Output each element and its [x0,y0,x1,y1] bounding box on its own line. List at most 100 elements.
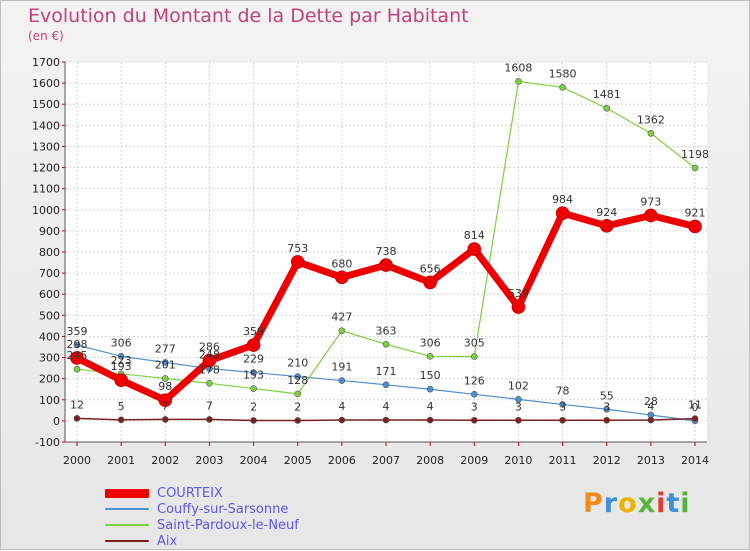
data-point-aix [294,417,302,424]
data-point-saint-pardoux-le-neuf [250,385,257,392]
data-label-saint-pardoux-le-neuf: 201 [155,358,176,371]
data-point-aix [515,416,522,424]
data-label-courteix: 680 [331,257,352,270]
y-tick-label: 1500 [32,98,60,111]
data-label-saint-pardoux-le-neuf: 153 [243,369,264,382]
data-label-courteix: 193 [111,360,132,373]
y-tick-label: 1000 [32,204,60,217]
x-tick-label: 2002 [151,454,179,467]
data-point-couffy-sur-sarsonne [382,381,390,389]
data-point-aix [426,416,434,424]
chart-title: Evolution du Montant de la Dette par Hab… [28,5,469,27]
logo-letter: t [666,488,681,519]
y-tick-label: 1200 [32,162,60,175]
data-label-couffy-sur-sarsonne: 171 [376,365,397,378]
data-point-aix [250,417,257,424]
y-tick-label: 1400 [32,119,60,132]
data-label-saint-pardoux-le-neuf: 245 [67,349,88,362]
proxiti-logo: Proxiti [583,488,691,519]
data-point-couffy-sur-sarsonne [250,369,257,376]
data-label-aix: 3 [515,400,522,413]
data-label-couffy-sur-sarsonne: 102 [508,379,529,392]
data-point-aix [117,416,125,424]
data-label-couffy-sur-sarsonne: 78 [556,384,570,397]
x-tick-label: 2003 [195,454,223,467]
x-tick-label: 2013 [637,454,665,467]
x-tick-label: 2004 [240,454,268,467]
data-point-courteix [644,208,658,223]
legend-item-aix: Aix [105,533,299,549]
data-label-courteix: 924 [596,206,617,219]
data-label-courteix: 286 [199,341,220,354]
data-label-aix: 2 [294,400,301,413]
y-tick-label: 700 [39,267,60,280]
data-label-couffy-sur-sarsonne: 150 [420,369,441,382]
x-tick-label: 2011 [549,454,577,467]
y-tick-label: 0 [53,415,60,428]
data-point-couffy-sur-sarsonne [117,352,125,360]
data-point-saint-pardoux-le-neuf [73,365,81,373]
data-label-courteix: 738 [376,245,397,258]
data-label-aix: 2 [250,400,257,413]
y-tick-label: 100 [39,394,60,407]
data-label-couffy-sur-sarsonne: 248 [199,349,220,362]
data-label-courteix: 984 [552,193,573,206]
data-label-aix: 3 [559,400,566,413]
data-point-couffy-sur-sarsonne [515,396,522,403]
data-label-saint-pardoux-le-neuf: 427 [331,311,352,324]
data-point-saint-pardoux-le-neuf [382,340,390,348]
data-point-aix [338,416,346,424]
data-label-courteix: 359 [243,325,264,338]
data-label-couffy-sur-sarsonne: 277 [155,342,176,355]
logo-letter: i [656,488,667,519]
data-label-aix: 4 [647,400,654,413]
x-tick-label: 2007 [372,454,400,467]
data-label-aix: 5 [118,400,125,413]
data-point-aix [603,416,611,424]
data-point-courteix [114,373,128,387]
data-point-aix [691,415,699,422]
data-point-courteix [555,206,570,220]
data-label-couffy-sur-sarsonne: 191 [331,361,352,374]
logo-letter: r [603,488,619,519]
legend-label: Saint-Pardoux-le-Neuf [157,517,299,533]
chart-subtitle: (en €) [28,29,64,43]
data-label-courteix: 753 [287,242,308,255]
legend-label: COURTEIX [157,485,223,501]
legend-swatch [105,524,149,526]
legend-item-saint-pardoux-le-neuf: Saint-Pardoux-le-Neuf [105,517,299,533]
data-point-saint-pardoux-le-neuf [206,380,213,387]
data-point-couffy-sur-sarsonne [338,377,346,384]
data-label-aix: 3 [471,400,478,413]
data-label-saint-pardoux-le-neuf: 1362 [637,113,665,126]
data-label-saint-pardoux-le-neuf: 1580 [549,67,577,80]
data-label-courteix: 539 [508,287,529,300]
y-tick-label: -100 [35,436,60,449]
data-point-couffy-sur-sarsonne [559,401,566,408]
data-label-aix: 11 [688,399,702,412]
y-tick-label: 1600 [32,77,60,90]
data-point-saint-pardoux-le-neuf [294,390,302,398]
data-point-aix [382,416,390,424]
y-tick-label: 1300 [32,140,60,153]
data-point-courteix [290,255,305,269]
data-label-courteix: 656 [420,262,441,275]
data-label-courteix: 98 [158,380,172,393]
data-label-aix: 7 [162,399,169,412]
x-tick-label: 2009 [460,454,488,467]
data-point-courteix [158,393,173,408]
data-point-saint-pardoux-le-neuf [691,164,699,172]
x-tick-label: 2010 [504,454,532,467]
data-label-saint-pardoux-le-neuf: 306 [420,336,441,349]
data-label-saint-pardoux-le-neuf: 1481 [593,88,621,101]
y-tick-label: 400 [39,330,60,343]
data-point-saint-pardoux-le-neuf [647,130,655,137]
y-tick-label: 200 [39,373,60,386]
data-label-courteix: 814 [464,229,485,242]
chart-legend: COURTEIX Couffy-sur-Sarsonne Saint-Pardoux… [105,485,299,549]
data-point-saint-pardoux-le-neuf [161,375,169,382]
y-tick-label: 300 [39,352,60,365]
data-point-courteix [688,219,702,234]
data-point-saint-pardoux-le-neuf [559,84,566,91]
